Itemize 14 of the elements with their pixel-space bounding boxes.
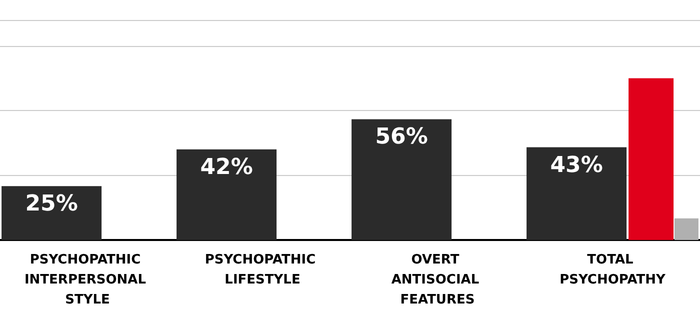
- x-tick-label: PSYCHOPATHIC LIFESTYLE: [204, 252, 320, 288]
- data-label: 42%: [200, 154, 253, 180]
- x-tick-label: PSYCHOPATHIC INTERPERSONAL STYLE: [24, 252, 151, 308]
- x-tick-label: TOTAL PSYCHOPATHY: [560, 252, 666, 288]
- x-tick-label: OVERT ANTISOCIAL FEATURES: [391, 252, 484, 308]
- data-label: 56%: [375, 124, 428, 150]
- bar: [526, 147, 627, 240]
- bar: [176, 149, 277, 240]
- bar: [674, 218, 698, 240]
- bar: [2, 186, 102, 240]
- bar: [628, 78, 674, 240]
- data-label: 43%: [550, 152, 603, 178]
- bar: [352, 119, 452, 240]
- data-label: 25%: [25, 192, 78, 217]
